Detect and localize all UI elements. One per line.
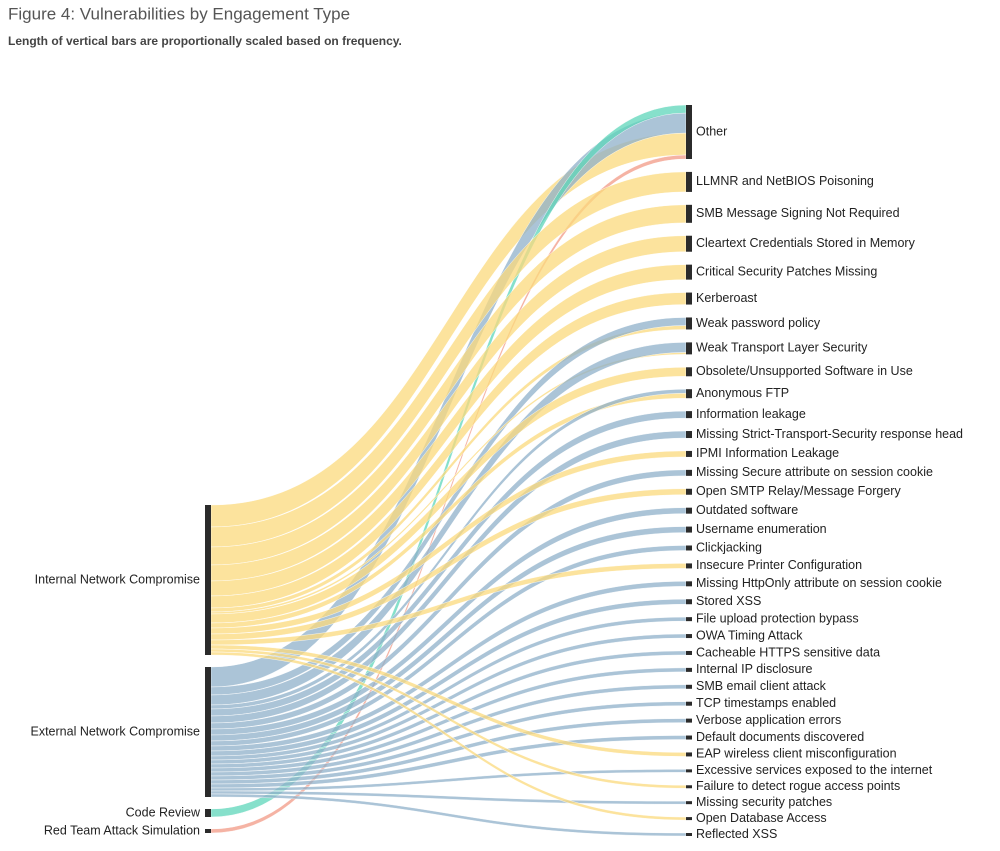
flow [210,204,687,566]
flow [210,701,687,781]
target-node [686,367,692,377]
chart-subtitle: Length of vertical bars are proportional… [8,34,402,48]
target-node [686,563,692,569]
target-node [686,833,692,836]
target-label: Insecure Printer Configuration [696,558,862,572]
target-node [686,235,692,252]
target-node [686,411,692,419]
flow [210,292,687,609]
target-label: Weak Transport Layer Security [696,341,868,355]
source-node [205,829,211,833]
target-node [686,667,692,672]
target-label: Weak password policy [696,316,821,330]
target-node [686,264,692,280]
target-node [686,701,692,706]
source-node [205,505,211,655]
target-node [686,545,692,551]
target-node [686,769,692,773]
target-label: Missing security patches [696,795,832,809]
target-node [686,718,692,723]
target-label: Open SMTP Relay/Message Forgery [696,484,901,498]
flow [210,469,687,730]
target-node [686,581,692,587]
flow [210,718,687,785]
target-node [686,317,692,330]
source-node [205,667,211,797]
target-label: Obsolete/Unsupported Software in Use [696,364,913,378]
target-node [686,469,692,476]
target-node [686,431,692,439]
target-label: EAP wireless client misconfiguration [696,747,897,761]
nodes: Internal Network Compromise External Netw… [31,105,963,841]
target-node [686,684,692,689]
target-node [686,342,692,355]
target-label: Missing HttpOnly attribute on session co… [696,576,942,590]
target-label: SMB Message Signing Not Required [696,206,900,220]
flow [210,563,687,646]
target-node [686,599,692,605]
target-label: Cleartext Credentials Stored in Memory [696,236,916,250]
target-label: Critical Security Patches Missing [696,264,877,278]
target-label: Missing Strict-Transport-Security respon… [696,427,963,441]
target-node [686,450,692,457]
target-label: Kerberoast [696,291,758,305]
target-label: Verbose application errors [696,713,841,727]
target-label: Missing Secure attribute on session cook… [696,465,933,479]
links [210,104,687,837]
target-label: Outdated software [696,503,798,517]
target-label: Stored XSS [696,594,761,608]
target-label: Internal IP disclosure [696,662,813,676]
target-node [686,507,692,514]
target-node [686,617,692,622]
target-node [686,204,692,223]
target-node [686,650,692,655]
target-node [686,801,692,805]
target-label: Excessive services exposed to the intern… [696,763,933,777]
target-label: Reflected XSS [696,827,777,841]
target-label: OWA Timing Attack [696,628,803,642]
target-label: TCP timestamps enabled [696,696,836,710]
target-node [686,105,692,159]
target-label: Anonymous FTP [696,386,789,400]
target-node [686,292,692,305]
target-node [686,735,692,740]
target-label: Open Database Access [696,811,827,825]
target-label: Default documents discovered [696,730,864,744]
target-node [686,785,692,789]
target-label: Cacheable HTTPS sensitive data [696,645,880,659]
target-label: Username enumeration [696,522,827,536]
source-label: Internal Network Compromise [35,572,200,586]
chart-title: Figure 4: Vulnerabilities by Engagement … [8,4,350,23]
target-label: Failure to detect rogue access points [696,779,900,793]
target-node [686,817,692,821]
flow [210,650,687,769]
target-label: LLMNR and NetBIOS Poisoning [696,174,874,188]
target-node [686,752,692,757]
target-node [686,488,692,495]
target-label: File upload protection bypass [696,611,859,625]
source-label: Code Review [126,805,201,819]
flow [210,325,687,613]
target-node [686,171,692,192]
target-label: Information leakage [696,407,806,421]
flow [210,581,687,752]
flow [210,171,687,548]
flow [210,393,687,629]
flow [210,648,687,789]
target-label: Other [696,124,727,138]
flow [210,488,687,641]
source-label: Red Team Attack Simulation [44,823,200,837]
target-node [686,526,692,533]
target-label: SMB email client attack [696,679,827,693]
target-label: Clickjacking [696,540,762,554]
source-label: External Network Compromise [31,724,201,738]
source-node [205,809,211,817]
flow [210,769,687,792]
flow [210,793,687,837]
target-label: IPMI Information Leakage [696,446,839,460]
target-node [686,634,692,639]
target-node [686,389,692,399]
